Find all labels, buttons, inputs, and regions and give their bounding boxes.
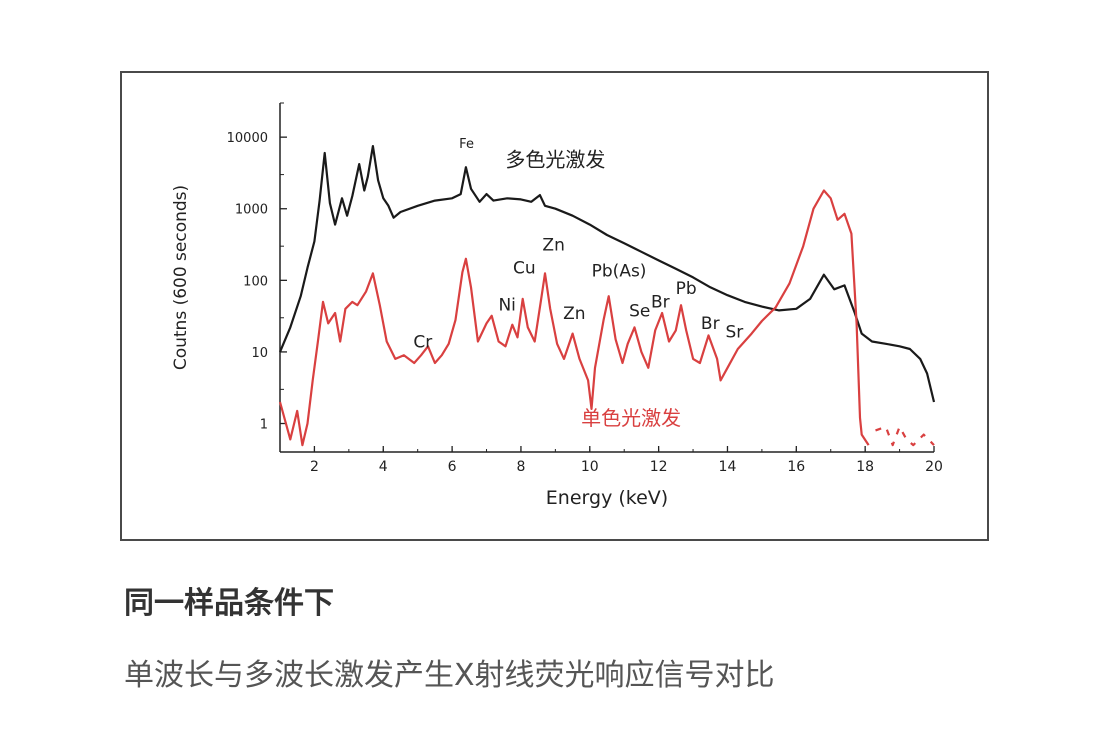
- y-tick-label: 10000: [227, 131, 268, 146]
- annotation-fe: Fe: [459, 137, 474, 152]
- y-tick-label: 100: [243, 274, 268, 289]
- annotation-poly-label: 多色光激发: [505, 147, 605, 171]
- series-line-poly: [278, 145, 936, 403]
- annotation-zn2: Zn: [563, 304, 585, 324]
- x-tick-label: 16: [787, 459, 805, 475]
- y-axis-label: Coutns (600 seconds): [171, 185, 191, 370]
- annotation-pb: Pb: [676, 279, 697, 299]
- annotation-cu: Cu: [513, 258, 536, 278]
- annotation-se: Se: [629, 302, 650, 322]
- x-axis-label: Energy (keV): [546, 487, 668, 509]
- x-tick-label: 12: [650, 459, 668, 475]
- caption-subtitle: 单波长与多波长激发产生X射线荧光响应信号对比: [124, 658, 775, 693]
- annotation-cr: Cr: [413, 333, 432, 353]
- x-tick-label: 20: [925, 459, 943, 475]
- annotation-pbas: Pb(As): [592, 262, 647, 282]
- annotation-br2: Br: [701, 314, 720, 334]
- x-tick-label: 6: [448, 459, 457, 475]
- x-tick-label: 4: [379, 459, 388, 475]
- y-tick-label: 1: [260, 418, 268, 433]
- series-line-mono: [278, 189, 870, 447]
- annotation-sr: Sr: [725, 322, 743, 342]
- x-tick-label: 18: [856, 459, 874, 475]
- caption-title: 同一样品条件下: [124, 586, 334, 621]
- spectrum-chart: 2 4 6 8 10 12 14 16 18 20 1 10 100 1000 10000 Energy (k…: [171, 102, 943, 509]
- y-tick-label: 1000: [235, 203, 268, 218]
- x-tick-label: 10: [581, 459, 599, 475]
- x-tick-label: 2: [310, 459, 319, 475]
- x-tick-label: 8: [516, 459, 525, 475]
- y-tick-label: 10: [251, 346, 268, 361]
- annotation-ni: Ni: [498, 295, 515, 315]
- annotation-br1: Br: [651, 292, 670, 312]
- annotation-zn1: Zn: [542, 236, 564, 256]
- series-line-mono-tail: [875, 425, 935, 447]
- chart-frame: 2 4 6 8 10 12 14 16 18 20 1 10 100 1000 10000 Energy (k…: [120, 71, 989, 541]
- annotation-mono-label: 单色光激发: [581, 406, 681, 430]
- x-tick-label: 14: [719, 459, 737, 475]
